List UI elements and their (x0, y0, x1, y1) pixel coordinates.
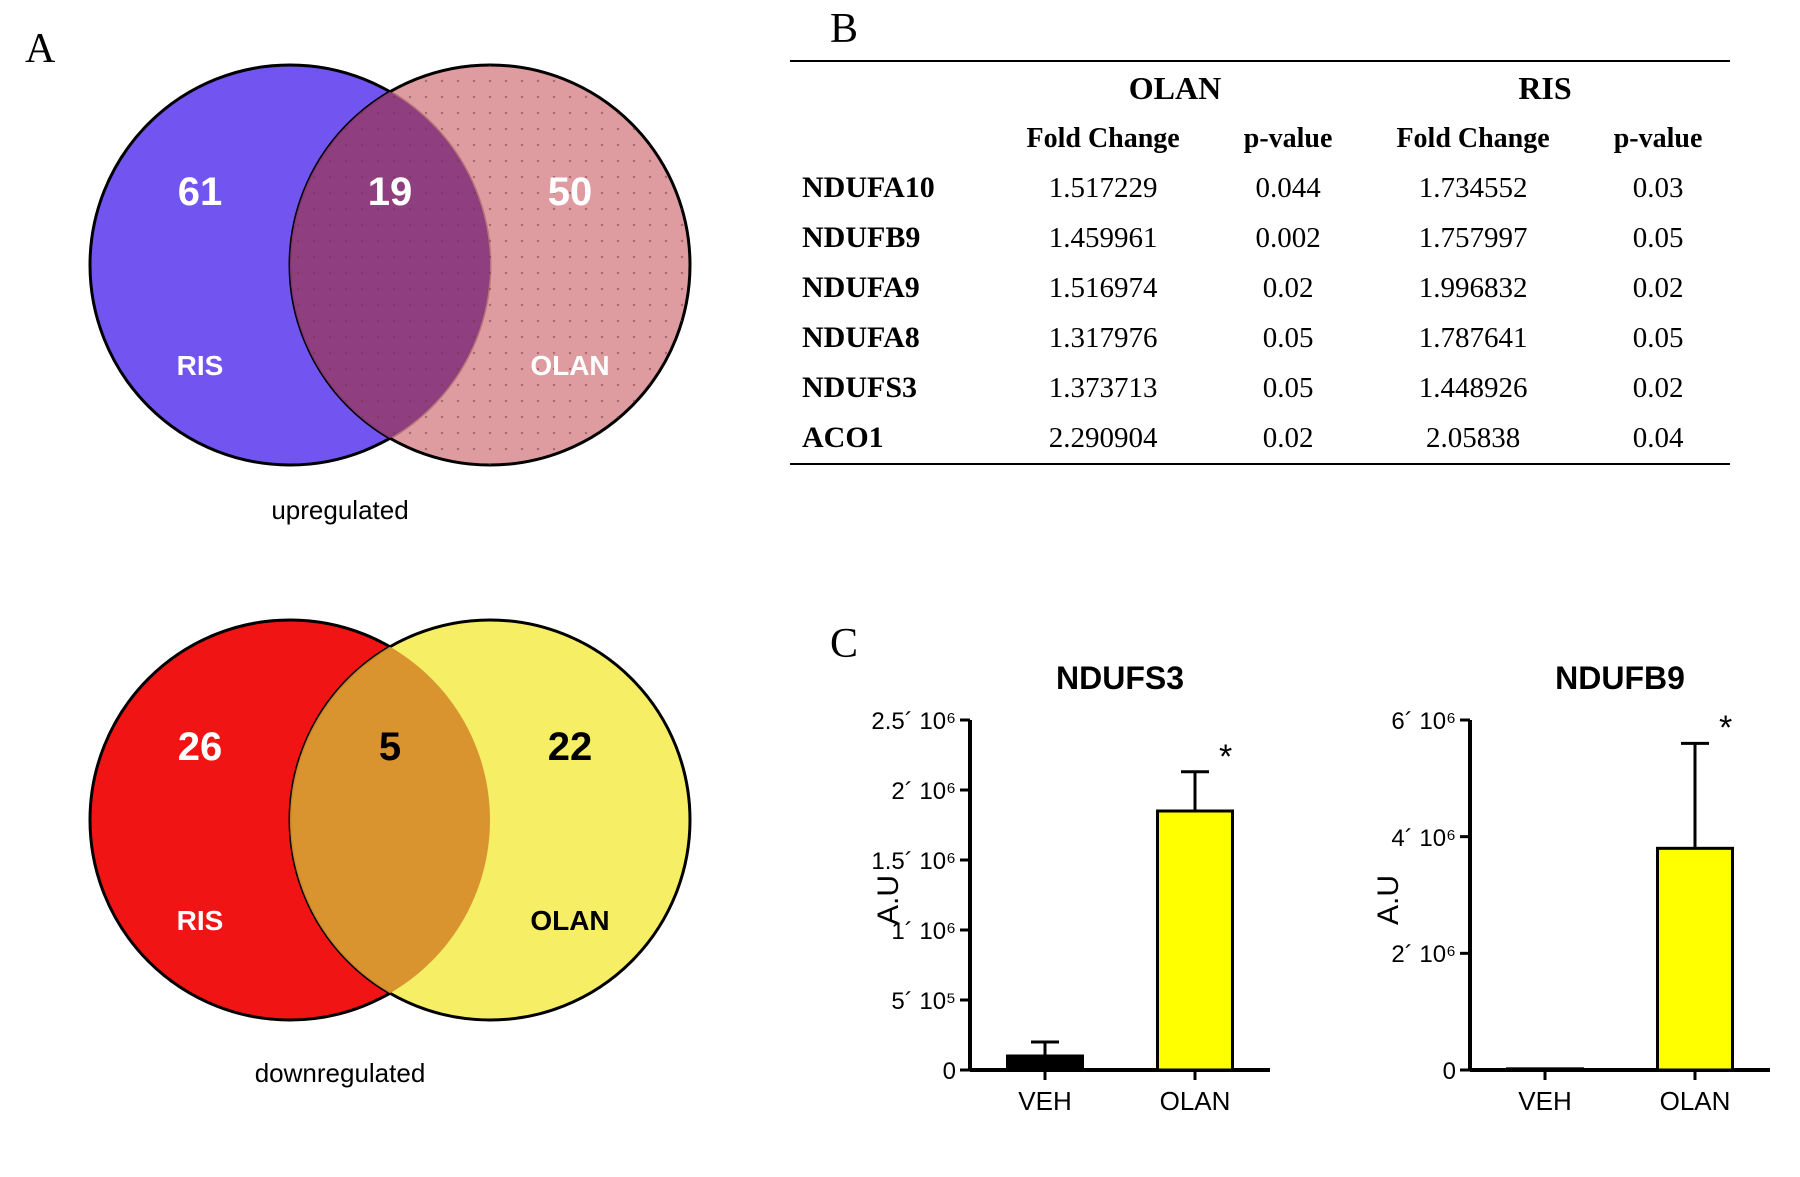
chart-ndufs3: NDUFS305´ 10⁵1´ 10⁶1.5´ 10⁶2´ 10⁶2.5´ 10… (860, 660, 1290, 1140)
fold-change-table: OLANRISFold Changep-valueFold Changep-va… (790, 60, 1730, 465)
table-colhead: Fold Change (1360, 115, 1586, 163)
table-cell: 1.734552 (1360, 163, 1586, 213)
table-cell: 0.044 (1216, 163, 1360, 213)
ytick-label: 2´ 10⁶ (1360, 941, 1456, 969)
table-cell: 0.05 (1216, 313, 1360, 363)
gene-label: NDUFS3 (790, 363, 990, 413)
xtick-label: OLAN (1145, 1086, 1245, 1117)
table-cell: 1.996832 (1360, 263, 1586, 313)
svg-text:RIS: RIS (177, 350, 224, 381)
table-cell: 1.517229 (990, 163, 1216, 213)
panel-a: 61 19 50 RIS OLAN upregulated 26 5 22 RIS OLAN d… (0, 0, 770, 1177)
svg-text:OLAN: OLAN (530, 350, 609, 381)
svg-text:OLAN: OLAN (530, 905, 609, 936)
ytick-label: 4´ 10⁶ (1360, 825, 1456, 853)
table-cell: 1.317976 (990, 313, 1216, 363)
ytick-label: 0 (1360, 1058, 1456, 1086)
gene-label: ACO1 (790, 413, 990, 464)
venn-up-caption: upregulated (200, 495, 480, 526)
table-row: NDUFA91.5169740.021.9968320.02 (790, 263, 1730, 313)
table-colhead: Fold Change (990, 115, 1216, 163)
panel-c: NDUFS305´ 10⁵1´ 10⁶1.5´ 10⁶2´ 10⁶2.5´ 10… (820, 620, 1800, 1160)
y-axis-label: A.U (1372, 875, 1406, 925)
table-cell: 0.02 (1216, 263, 1360, 313)
table-row: NDUFB91.4599610.0021.7579970.05 (790, 213, 1730, 263)
venn-upregulated: 61 19 50 RIS OLAN (70, 45, 710, 485)
ytick-label: 1.5´ 10⁶ (860, 848, 956, 876)
table-cell: 2.05838 (1360, 413, 1586, 464)
significance-mark: * (1219, 738, 1232, 777)
table-cell: 1.516974 (990, 263, 1216, 313)
chart-ndufb9: NDUFB9 0 2´ 10⁶ 4´ 10⁶ 6´ 10⁶ A.U VEH OLAN * (1360, 660, 1790, 1140)
table-cell: 0.03 (1586, 163, 1730, 213)
table-colhead: p-value (1216, 115, 1360, 163)
ytick-label: 2.5´ 10⁶ (860, 708, 956, 736)
table-group-olan: OLAN (990, 61, 1360, 115)
table-cell: 0.05 (1586, 213, 1730, 263)
table-cell: 0.05 (1586, 313, 1730, 363)
gene-label: NDUFA9 (790, 263, 990, 313)
gene-label: NDUFB9 (790, 213, 990, 263)
svg-text:22: 22 (548, 725, 593, 769)
chart-title: NDUFB9 (1530, 660, 1710, 697)
ytick-label: 5´ 10⁵ (860, 988, 956, 1016)
xtick-label: VEH (1495, 1086, 1595, 1117)
table-colhead: p-value (1586, 115, 1730, 163)
xtick-label: OLAN (1645, 1086, 1745, 1117)
table-row: NDUFA101.5172290.0441.7345520.03 (790, 163, 1730, 213)
svg-text:RIS: RIS (177, 905, 224, 936)
ytick-label: 2´ 10⁶ (860, 778, 956, 806)
table-row: NDUFA81.3179760.051.7876410.05 (790, 313, 1730, 363)
table-cell: 1.459961 (990, 213, 1216, 263)
table-cell: 1.757997 (1360, 213, 1586, 263)
table-row: ACO12.2909040.022.058380.04 (790, 413, 1730, 464)
table-group-ris: RIS (1360, 61, 1730, 115)
svg-text:19: 19 (368, 170, 413, 214)
table-cell: 0.04 (1586, 413, 1730, 464)
significance-mark: * (1719, 709, 1732, 748)
ytick-label: 0 (860, 1058, 956, 1086)
svg-text:26: 26 (178, 725, 223, 769)
table-cell: 2.290904 (990, 413, 1216, 464)
table-cell: 0.02 (1586, 363, 1730, 413)
table-cell: 1.373713 (990, 363, 1216, 413)
table-row: NDUFS31.3737130.051.4489260.02 (790, 363, 1730, 413)
venn-downregulated: 26 5 22 RIS OLAN (70, 600, 710, 1040)
table-cell: 0.02 (1216, 413, 1360, 464)
svg-text:61: 61 (178, 170, 223, 214)
y-axis-label: A.U (872, 875, 906, 925)
panel-b: OLANRISFold Changep-valueFold Changep-va… (790, 0, 1800, 465)
table-cell: 1.448926 (1360, 363, 1586, 413)
table-cell: 0.002 (1216, 213, 1360, 263)
xtick-label: VEH (995, 1086, 1095, 1117)
gene-label: NDUFA8 (790, 313, 990, 363)
table-cell: 0.02 (1586, 263, 1730, 313)
table-cell: 1.787641 (1360, 313, 1586, 363)
ytick-label: 6´ 10⁶ (1360, 708, 1456, 736)
venn-down-caption: downregulated (180, 1058, 500, 1089)
svg-text:50: 50 (548, 170, 593, 214)
svg-text:5: 5 (379, 725, 401, 769)
table-cell: 0.05 (1216, 363, 1360, 413)
gene-label: NDUFA10 (790, 163, 990, 213)
chart-title: NDUFS3 (1030, 660, 1210, 697)
